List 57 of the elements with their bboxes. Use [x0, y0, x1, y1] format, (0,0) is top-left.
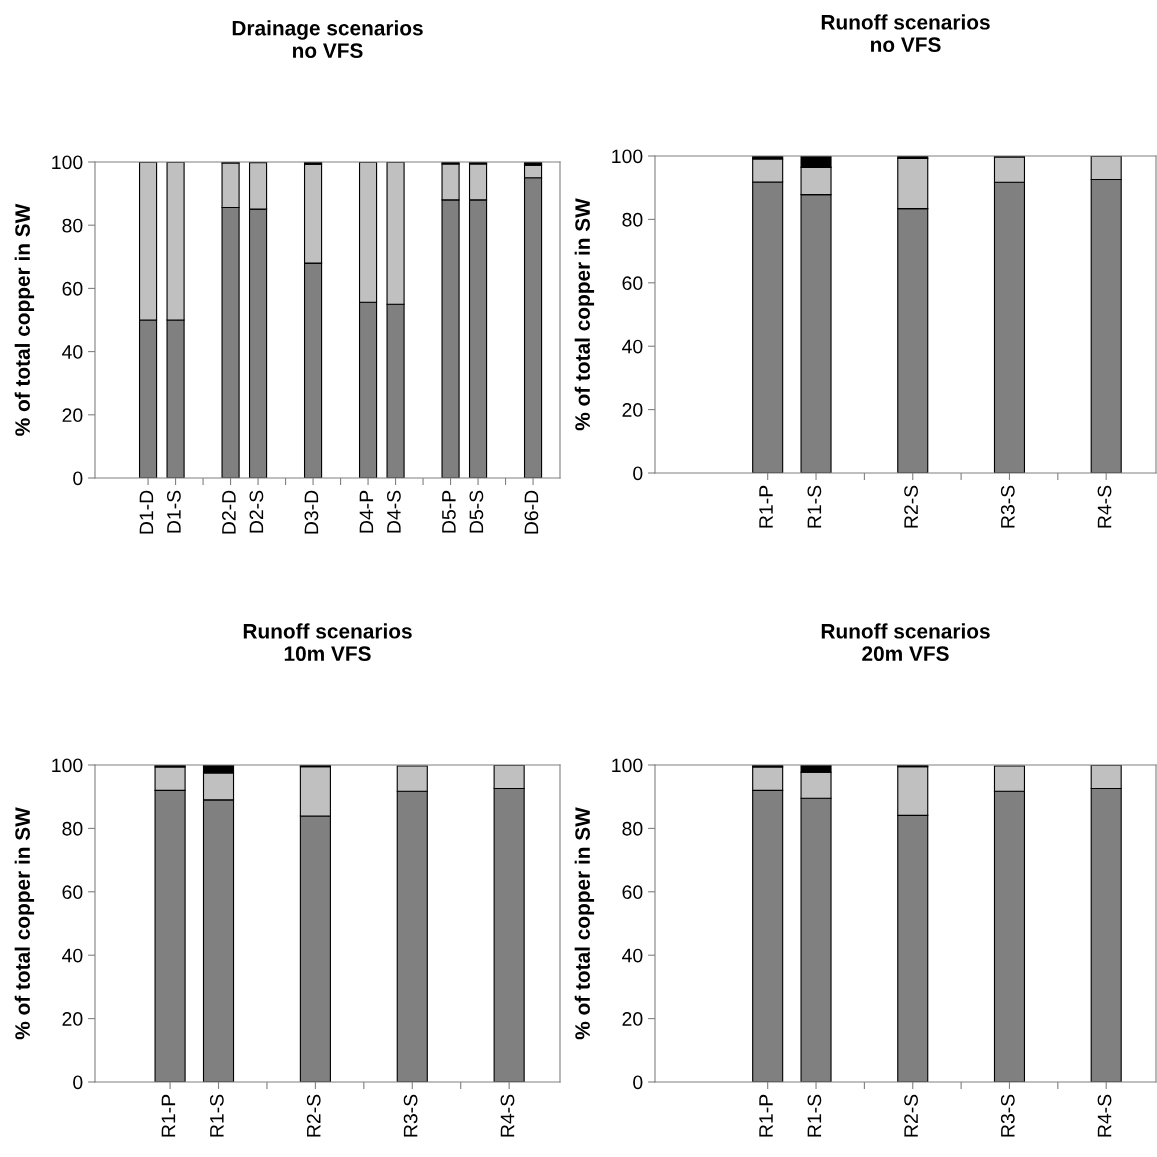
y-tick-label: 60	[622, 276, 643, 291]
y-tick-label: 100	[52, 155, 83, 170]
y-axis-title: % of total copper in SW	[14, 807, 35, 1040]
x-tick-label: R4-S	[1097, 485, 1112, 528]
x-tick-label: D2-D	[222, 490, 236, 534]
x-tick-label: R1-S	[807, 1094, 822, 1137]
y-tick-label: 40	[622, 339, 643, 354]
x-tick-label: D2-S	[249, 490, 264, 533]
y-tick-label: 20	[622, 1012, 643, 1026]
y-tick-label: 0	[73, 471, 83, 486]
y-tick-label: 80	[62, 218, 83, 233]
x-tick-label: R2-S	[306, 1094, 321, 1137]
y-tick-label: 20	[62, 1012, 83, 1026]
y-tick-label: 40	[622, 948, 643, 963]
y-tick-label: 40	[62, 948, 83, 963]
y-tick-label: 60	[62, 885, 83, 900]
x-tick-label: R1-S	[807, 485, 822, 528]
x-tick-label: R4-S	[500, 1094, 515, 1137]
y-tick-label: 20	[622, 403, 643, 417]
x-tick-label: R1-P	[161, 1094, 176, 1137]
x-tick-label: D4-S	[387, 490, 401, 533]
y-axis-title: % of total copper in SW	[14, 203, 35, 436]
x-tick-label: R3-S	[403, 1094, 418, 1137]
y-tick-label: 0	[73, 1075, 83, 1090]
x-tick-label: D5-S	[469, 490, 484, 533]
y-tick-label: 0	[633, 466, 643, 481]
x-tick-label: R1-P	[759, 1094, 773, 1137]
chart-title: Runoff scenarios 20m VFS	[821, 623, 990, 662]
y-tick-label: 100	[612, 758, 643, 773]
x-tick-label: D1-D	[139, 490, 154, 534]
x-tick-label: R4-S	[1097, 1094, 1112, 1137]
x-tick-label: R3-S	[1000, 485, 1015, 528]
chart-title: Runoff scenarios no VFS	[821, 14, 990, 53]
y-axis-title: % of total copper in SW	[574, 198, 595, 431]
x-tick-label: D3-D	[304, 490, 319, 534]
x-tick-label: D4-P	[359, 490, 374, 533]
chart-title: Drainage scenarios no VFS	[232, 20, 423, 59]
y-axis-title: % of total copper in SW	[574, 807, 595, 1040]
y-tick-label: 60	[622, 885, 643, 900]
chart-title: Runoff scenarios 10m VFS	[243, 623, 412, 662]
x-tick-label: D1-S	[167, 490, 181, 533]
y-tick-label: 100	[612, 149, 643, 164]
x-tick-label: R2-S	[904, 485, 918, 528]
y-tick-label: 80	[622, 212, 643, 227]
y-tick-label: 40	[62, 345, 83, 359]
x-tick-label: R2-S	[904, 1094, 918, 1137]
y-tick-label: 100	[52, 758, 83, 773]
y-tick-label: 0	[633, 1075, 643, 1090]
x-tick-label: R3-S	[1000, 1094, 1015, 1137]
x-tick-label: R1-S	[209, 1094, 224, 1137]
x-tick-label: R1-P	[759, 485, 773, 528]
y-tick-label: 80	[622, 821, 643, 836]
y-tick-label: 20	[62, 408, 83, 423]
y-tick-label: 80	[62, 821, 83, 836]
x-tick-label: D6-D	[524, 490, 539, 534]
y-tick-label: 60	[62, 281, 83, 296]
x-tick-label: D5-P	[442, 490, 456, 533]
